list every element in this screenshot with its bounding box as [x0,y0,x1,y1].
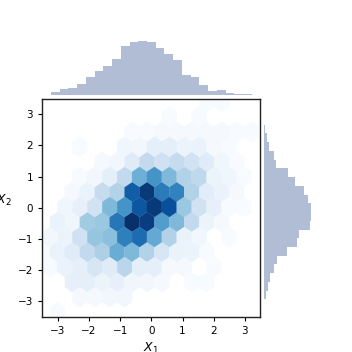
Bar [264,212,311,221]
Bar [264,203,311,212]
Bar [217,90,226,95]
Bar [264,160,276,168]
Bar [264,273,270,282]
Bar [264,238,297,247]
Bar [264,186,303,195]
Bar [243,94,252,95]
Y-axis label: $X_2$: $X_2$ [0,193,12,208]
X-axis label: $X_1$: $X_1$ [144,341,159,352]
Bar [264,142,269,151]
Bar [264,230,298,238]
Bar [264,151,274,160]
Bar [60,89,68,95]
Bar [264,221,310,230]
Bar [264,177,295,186]
Bar [173,60,182,95]
Bar [264,125,265,133]
Bar [191,77,199,95]
Bar [112,59,121,95]
Bar [103,66,112,95]
Bar [68,88,77,95]
Bar [77,84,86,95]
Bar [51,92,60,95]
Bar [264,291,265,299]
Bar [264,168,288,177]
Bar [264,264,274,273]
Bar [95,71,103,95]
Bar [164,54,173,95]
Bar [156,48,164,95]
Bar [264,195,308,203]
Bar [208,91,217,95]
Bar [86,76,95,95]
Bar [264,247,288,256]
Bar [147,42,156,95]
Bar [121,46,130,95]
Bar [226,93,234,95]
Bar [138,42,147,95]
Bar [130,42,138,95]
Bar [199,85,208,95]
Bar [264,133,266,142]
Bar [264,282,268,291]
Bar [234,94,243,95]
Bar [264,256,277,264]
Bar [182,75,191,95]
